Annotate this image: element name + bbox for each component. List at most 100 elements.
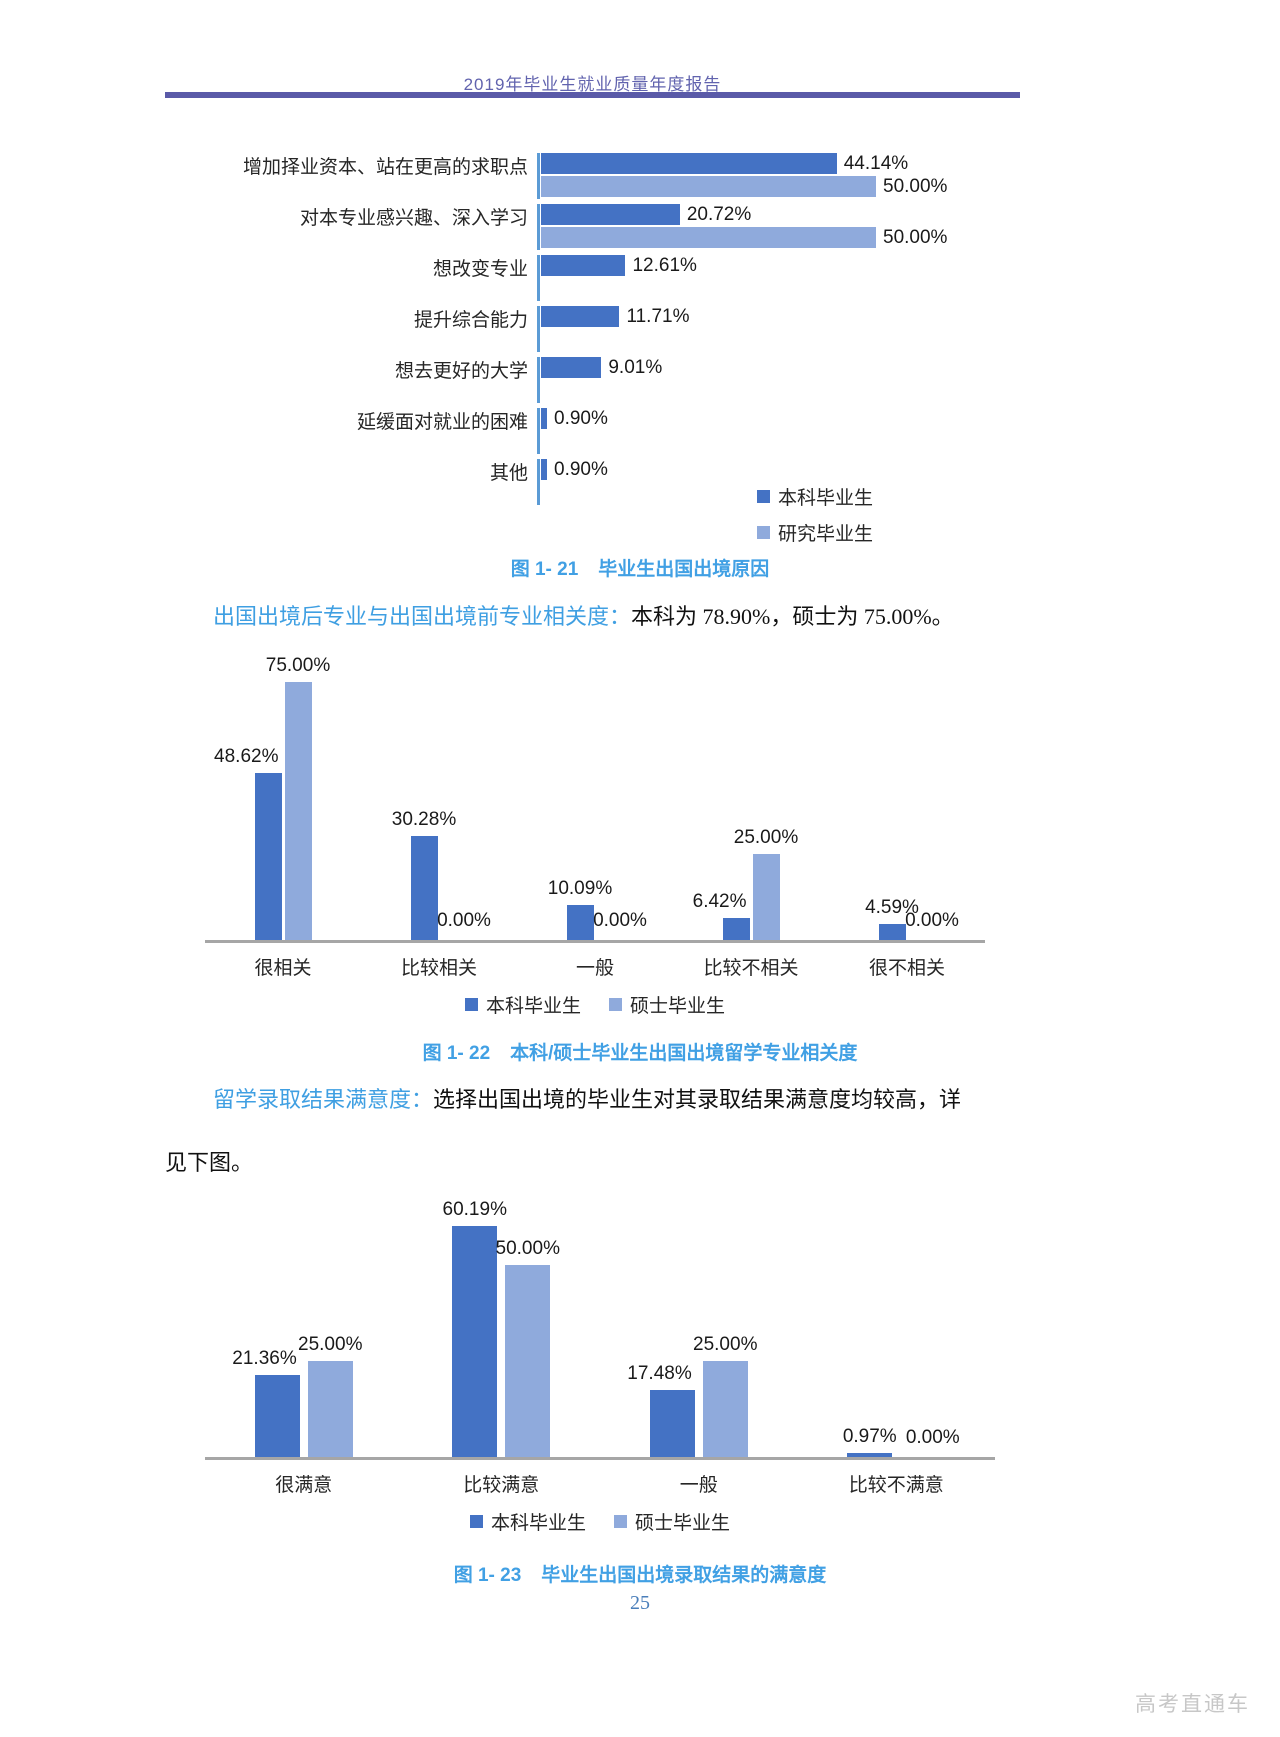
plot-area: 48.62% 75.00% 30.28% 0.00% 10.09% 0.00% 6.42% 2…: [205, 655, 985, 943]
bar-area: 0.90%: [537, 459, 990, 505]
category-label: 一般: [679, 1475, 718, 1496]
value-label: 50.00%: [495, 1238, 560, 1259]
bar-undergrad: [452, 1225, 498, 1457]
paragraph-major-relevance: 出国出境后专业与出国出境前专业相关度：本科为 78.90%，硕士为 75.00%…: [165, 602, 1035, 632]
bar-undergrad: [254, 772, 282, 940]
value-label: 0.00%: [593, 910, 647, 931]
value-label: 0.97%: [842, 1426, 897, 1448]
value-label: 12.61%: [632, 254, 697, 276]
value-label: 0.00%: [905, 910, 959, 931]
category-label: 比较不满意: [848, 1475, 944, 1496]
legend-marker-icon: [757, 489, 770, 503]
bar-undergrad: [541, 153, 837, 174]
value-label: 6.42%: [692, 890, 747, 912]
category-label: 想去更好的大学: [394, 361, 528, 382]
value-label: 25.00%: [298, 1334, 363, 1355]
figure-title: 本科/硕士毕业生出国出境留学专业相关度: [510, 1043, 858, 1064]
paragraph-lead: 出国出境后专业与出国出境前专业相关度：: [213, 604, 632, 629]
legend-label: 硕士毕业生: [630, 995, 726, 1017]
watermark-text: 高考直通车: [1135, 1693, 1250, 1716]
legend-marker-icon: [614, 1514, 627, 1528]
figure-number: 图 1- 22: [422, 1043, 491, 1064]
legend-marker-icon: [469, 1514, 483, 1528]
chart-legend: 本科毕业生 硕士毕业生: [205, 992, 985, 1017]
figure-title: 毕业生出国出境录取结果的满意度: [541, 1565, 827, 1586]
figure-caption-1-22: 图 1- 22 本科/硕士毕业生出国出境留学专业相关度: [0, 1038, 1280, 1065]
value-label: 11.71%: [626, 305, 690, 327]
value-label: 60.19%: [442, 1198, 507, 1220]
legend-item-master: 硕士毕业生: [609, 992, 726, 1017]
chart-row: 延缓面对就业的困难 0.90%: [245, 403, 990, 454]
bar-master: [541, 176, 876, 197]
value-label: 0.90%: [554, 458, 608, 480]
value-label: 0.00%: [437, 910, 491, 931]
legend-label: 本科毕业生: [485, 995, 581, 1017]
bar-area: 11.71%: [537, 306, 990, 352]
plot-area: 21.36% 25.00% 60.19% 50.00% 17.48% 25.00% 0.97…: [205, 1198, 995, 1460]
chart-row: 增加择业资本、站在更高的求职点 44.14% 50.00%: [242, 148, 990, 199]
paragraph-body: 选择出国出境的毕业生对其录取结果满意度均较高，详: [433, 1087, 962, 1112]
legend-label: 本科毕业生: [778, 487, 874, 509]
category-label: 比较不相关: [703, 958, 799, 979]
value-label: 0.00%: [905, 1427, 960, 1448]
category-label: 其他: [489, 463, 528, 484]
value-label: 0.90%: [554, 407, 608, 429]
value-label: 50.00%: [883, 175, 948, 197]
legend-marker-icon: [464, 997, 478, 1011]
bar-area: 20.72% 50.00%: [537, 204, 990, 250]
legend-label: 硕士毕业生: [635, 1512, 731, 1534]
chart-row: 其他 0.90%: [245, 454, 990, 505]
paragraph-body: 本科为 78.90%，硕士为 75.00%。: [631, 604, 954, 629]
page-number: 25: [630, 1592, 650, 1614]
category-label: 对本专业感兴趣、深入学习: [299, 208, 528, 229]
bar-undergrad: [541, 357, 602, 378]
bar-area: 9.01%: [537, 357, 990, 403]
bar-master: [284, 682, 312, 940]
category-label: 一般: [575, 958, 614, 979]
paragraph-admission-satisfaction: 留学录取结果满意度：选择出国出境的毕业生对其录取结果满意度均较高，详: [165, 1085, 1035, 1115]
value-label: 50.00%: [883, 226, 948, 248]
chart-row: 对本专业感兴趣、深入学习 20.72% 50.00%: [245, 199, 990, 250]
chart-major-relevance: 48.62% 75.00% 30.28% 0.00% 10.09% 0.00% 6.42% 2…: [205, 655, 985, 1017]
figure-caption-1-21: 图 1- 21 毕业生出国出境原因: [0, 554, 1280, 581]
category-label: 很满意: [275, 1475, 333, 1496]
page-header-title: 2019年毕业生就业质量年度报告: [463, 75, 722, 94]
chart-legend: 本科毕业生 硕士毕业生: [205, 1509, 995, 1534]
value-label: 25.00%: [693, 1334, 758, 1355]
category-label: 比较相关: [400, 958, 477, 979]
category-label: 增加择业资本、站在更高的求职点: [242, 157, 528, 178]
bar-area: 44.14% 50.00%: [537, 153, 990, 199]
bar-master: [702, 1361, 748, 1457]
chart-row: 提升综合能力 11.71%: [245, 301, 990, 352]
header-divider: [165, 92, 1020, 98]
bar-undergrad: [541, 408, 548, 429]
category-label: 提升综合能力: [413, 310, 528, 331]
figure-title: 毕业生出国出境原因: [598, 559, 770, 580]
legend-label: 研究毕业生: [778, 523, 874, 545]
bar-master: [752, 854, 780, 940]
value-label: 75.00%: [265, 655, 331, 676]
category-label: 很不相关: [868, 958, 945, 979]
bar-undergrad: [541, 204, 680, 225]
value-label: 25.00%: [733, 827, 799, 848]
chart-admission-satisfaction: 21.36% 25.00% 60.19% 50.00% 17.48% 25.00% 0.97…: [205, 1198, 995, 1534]
category-label: 比较满意: [463, 1475, 540, 1496]
category-label: 想改变专业: [432, 259, 528, 280]
legend-item-undergrad: 本科毕业生: [464, 992, 581, 1017]
value-label: 17.48%: [627, 1362, 692, 1384]
bar-undergrad: [566, 905, 594, 940]
legend-marker-icon: [609, 997, 622, 1011]
value-label: 21.36%: [232, 1347, 297, 1369]
bar-undergrad: [878, 924, 906, 940]
bar-master: [541, 227, 876, 248]
value-label: 9.01%: [608, 356, 663, 378]
legend-item-master: 硕士毕业生: [614, 1509, 731, 1534]
figure-caption-1-23: 图 1- 23 毕业生出国出境录取结果的满意度: [0, 1560, 1280, 1587]
value-label: 10.09%: [547, 878, 613, 900]
bar-undergrad: [410, 835, 438, 940]
category-label: 延缓面对就业的困难: [356, 412, 528, 433]
value-label: 4.59%: [865, 897, 919, 919]
chart-row: 想去更好的大学 9.01%: [245, 352, 990, 403]
chart-legend: 本科毕业生研究毕业生: [757, 478, 873, 550]
